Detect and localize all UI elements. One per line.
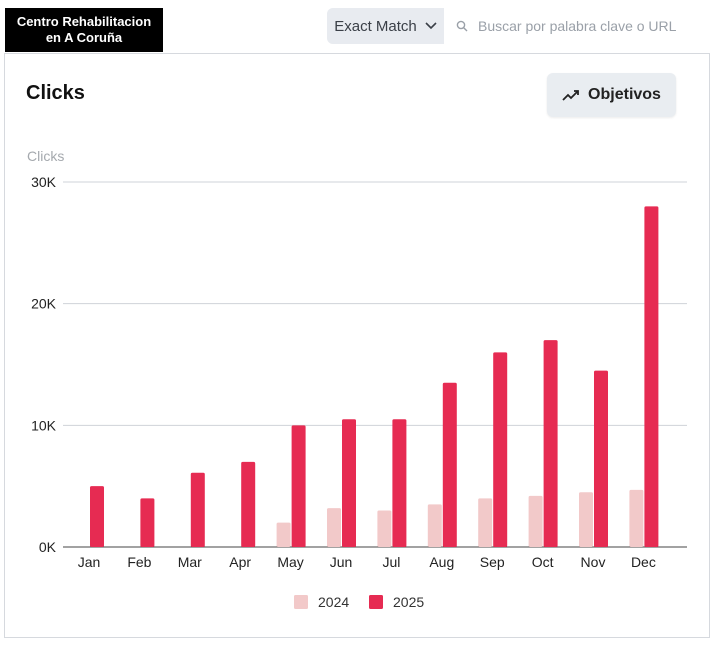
bar-2024-jul [377,510,392,547]
x-tick-label: Mar [178,554,202,570]
bar-2024-jun [327,508,341,547]
bar-2024-aug [427,504,442,547]
bar-2025-aug [442,382,457,547]
x-tick-label: Aug [429,554,454,570]
bar-2025-may [291,425,306,547]
filter-bar: Exact Match [327,8,710,44]
search-box[interactable] [444,8,710,44]
bar-2025-sep [493,352,508,547]
bar-2025-nov [594,370,608,547]
y-tick-label: 10K [31,417,57,433]
search-icon [456,20,468,32]
y-tick-label: 0K [39,539,57,555]
match-type-label: Exact Match [334,17,417,35]
x-tick-label: Dec [631,554,656,570]
search-input[interactable] [476,17,710,35]
bar-2024-sep [478,498,493,547]
legend-swatch-2024 [294,595,308,609]
bar-2024-oct [528,495,543,547]
site-name-badge: Centro Rehabilitacion en A Coruña [5,8,163,52]
goals-button[interactable]: Objetivos [547,73,676,117]
clicks-chart: Clicks 0K 10K 20K 30K Jan Feb Mar Apr May Jun Jul Au… [27,148,687,610]
x-tick-label: Jul [382,554,400,570]
match-type-dropdown[interactable]: Exact Match [327,8,444,44]
bar-2024-may [276,522,291,547]
x-tick-label: Feb [127,554,151,570]
x-tick-label: Oct [532,554,554,570]
bar-2025-oct [543,340,558,547]
card-title: Clicks [26,82,85,104]
bar-2025-jun [342,419,356,547]
bar-2025-dec [644,206,659,548]
legend-label: 2024 [318,594,349,610]
x-tick-label: Jun [330,554,353,570]
bar-2024-dec [629,489,644,547]
x-tick-label: Sep [480,554,505,570]
y-tick-label: 30K [31,174,57,190]
y-tick-label: 20K [31,296,57,312]
y-axis-title: Clicks [27,148,64,164]
bar-2025-jul [392,419,407,547]
bar-2025-apr [241,461,256,547]
bar-2025-feb [140,498,155,547]
goals-button-label: Objetivos [588,86,661,103]
x-tick-label: May [277,554,303,570]
chevron-down-icon [425,22,437,30]
legend-label: 2025 [393,594,424,610]
x-tick-label: Nov [581,554,606,570]
clicks-card: Clicks Objetivos Clicks 0K 10K 20K 30K Jan Feb… [4,53,710,638]
x-tick-label: Apr [229,554,251,570]
bar-2024-nov [579,492,593,547]
trend-up-icon [562,90,579,101]
legend-swatch-2025 [369,595,383,609]
bar-2025-mar [190,472,205,547]
x-tick-label: Jan [78,554,101,570]
bar-2025-jan [90,486,104,547]
